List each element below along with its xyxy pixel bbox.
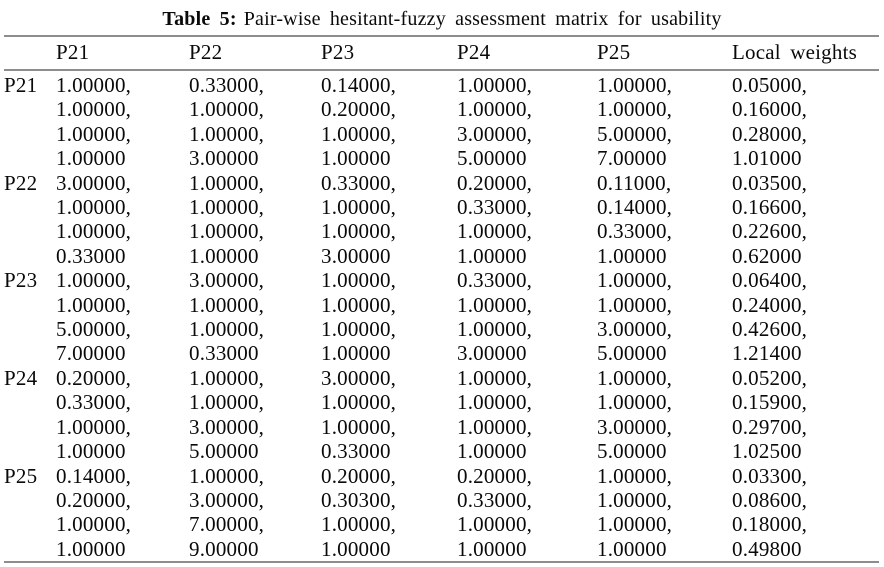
table-caption-text: Pair-wise hesitant-fuzzy assessment matr… [243,8,722,30]
column-header-p25: P25 [597,35,732,71]
table-row-p21: P21 1.00000, 1.00000, 1.00000, 1.00000 0… [4,70,879,171]
matrix-cell-p21-p22: 0.33000, 1.00000, 1.00000, 3.00000 [189,73,265,171]
table-row-p23: P23 1.00000, 1.00000, 5.00000, 7.00000 3… [4,268,879,366]
matrix-cell-p25-p23: 0.20000, 0.30300, 1.00000, 1.00000 [321,463,397,561]
row-label-p23: P23 [4,268,38,293]
matrix-cell-p23-p22: 3.00000, 1.00000, 1.00000, 0.33000 [189,268,265,366]
column-header-p24: P24 [457,35,597,71]
header-row: P21 P22 P23 P24 P25 Local weights [4,35,879,71]
matrix-cell-p21-p23: 0.14000, 0.20000, 1.00000, 1.00000 [321,73,397,171]
column-header-local-weights: Local weights [732,35,879,71]
matrix-cell-p23-p23: 1.00000, 1.00000, 1.00000, 1.00000 [321,268,397,366]
table-row-p22: P22 3.00000, 1.00000, 1.00000, 0.33000 1… [4,171,879,269]
matrix-cell-p21-p24: 1.00000, 1.00000, 3.00000, 5.00000 [457,73,533,171]
row-label-p22: P22 [4,170,38,195]
matrix-cell-p23-p21: 1.00000, 1.00000, 5.00000, 7.00000 [56,268,132,366]
matrix-cell-p25-p24: 0.20000, 0.33000, 1.00000, 1.00000 [457,463,533,561]
matrix-cell-p22-p25: 0.11000, 0.14000, 0.33000, 1.00000 [597,170,673,268]
local-weights-cell-p22: 0.03500, 0.16600, 0.22600, 0.62000 [732,170,808,268]
matrix-cell-p22-p24: 0.20000, 0.33000, 1.00000, 1.00000 [457,170,533,268]
matrix-cell-p22-p22: 1.00000, 1.00000, 1.00000, 1.00000 [189,170,265,268]
matrix-cell-p22-p21: 3.00000, 1.00000, 1.00000, 0.33000 [56,170,132,268]
row-label-p21: P21 [4,73,38,97]
matrix-cell-p23-p25: 1.00000, 1.00000, 3.00000, 5.00000 [597,268,673,366]
table-row-p24: P24 0.20000, 0.33000, 1.00000, 1.00000 1… [4,366,879,464]
local-weights-cell-p24: 0.05200, 0.15900, 0.29700, 1.02500 [732,365,808,464]
local-weights-cell-p25: 0.03300, 0.08600, 0.18000, 0.49800 [732,463,808,561]
matrix-cell-p24-p22: 1.00000, 1.00000, 3.00000, 5.00000 [189,365,265,464]
matrix-cell-p21-p25: 1.00000, 1.00000, 5.00000, 7.00000 [597,73,673,171]
matrix-cell-p24-p25: 1.00000, 1.00000, 3.00000, 5.00000 [597,365,673,464]
table-caption-label: Table 5: [162,8,237,30]
matrix-cell-p24-p24: 1.00000, 1.00000, 1.00000, 1.00000 [457,365,533,464]
matrix-cell-p25-p22: 1.00000, 3.00000, 7.00000, 9.00000 [189,463,265,561]
matrix-cell-p24-p23: 3.00000, 1.00000, 1.00000, 0.33000 [321,365,397,464]
matrix-cell-p25-p21: 0.14000, 0.20000, 1.00000, 1.00000 [56,463,132,561]
local-weights-cell-p21: 0.05000, 0.16000, 0.28000, 1.01000 [732,73,808,171]
corner-cell [4,35,56,71]
matrix-cell-p22-p23: 0.33000, 1.00000, 1.00000, 3.00000 [321,170,397,268]
matrix-cell-p24-p21: 0.20000, 0.33000, 1.00000, 1.00000 [56,365,132,464]
column-header-p23: P23 [321,35,457,71]
row-label-p24: P24 [4,365,38,390]
assessment-matrix-table: P21 P22 P23 P24 P25 Local weights P21 1.… [4,35,879,564]
table-caption: Table 5: Pair-wise hesitant-fuzzy assessm… [0,6,884,32]
matrix-cell-p25-p25: 1.00000, 1.00000, 1.00000, 1.00000 [597,463,673,561]
local-weights-cell-p23: 0.06400, 0.24000, 0.42600, 1.21400 [732,268,808,366]
column-header-p22: P22 [189,35,321,71]
row-label-p25: P25 [4,463,38,488]
column-header-p21: P21 [56,35,189,71]
matrix-cell-p21-p21: 1.00000, 1.00000, 1.00000, 1.00000 [56,73,132,171]
matrix-cell-p23-p24: 0.33000, 1.00000, 1.00000, 3.00000 [457,268,533,366]
table-row-p25: P25 0.14000, 0.20000, 1.00000, 1.00000 1… [4,464,879,563]
